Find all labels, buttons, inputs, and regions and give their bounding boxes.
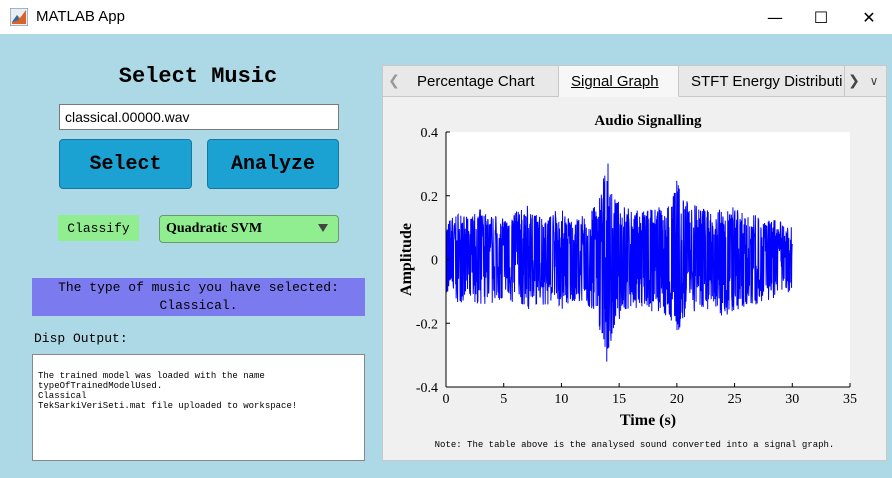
output-line: typeOfTrainedModelUsed. <box>38 381 163 391</box>
result-text-box: The type of music you have selected: Cla… <box>32 278 365 316</box>
title-bar: MATLAB App — ☐ ✕ <box>0 0 892 34</box>
chart-note: Note: The table above is the analysed so… <box>434 440 835 450</box>
disp-output-label: Disp Output: <box>34 331 128 346</box>
signal-chart: 0 5 10 15 20 25 30 35 -0.4 -0.2 0 0.2 0.4 Audio Signa… <box>398 113 857 429</box>
chevron-left-icon[interactable]: ❮ <box>388 73 400 89</box>
y-tick-label: -0.4 <box>416 381 438 396</box>
y-axis-label: Amplitude <box>398 223 415 296</box>
chevron-right-icon[interactable]: ❯ <box>848 73 860 89</box>
tab-percentage-chart[interactable]: Percentage Chart <box>405 66 559 96</box>
y-tick-label: 0 <box>431 254 438 269</box>
y-tick-label: -0.2 <box>416 317 438 332</box>
x-tick-label: 30 <box>785 392 799 407</box>
signal-line <box>445 163 793 362</box>
x-tick-label: 10 <box>554 392 568 407</box>
tab-group: ❮ Percentage Chart Signal Graph STFT Ene… <box>382 65 887 461</box>
app-client-area: Select Music Select Analyze Classify Qua… <box>0 34 892 478</box>
select-button[interactable]: Select <box>59 139 192 189</box>
x-axis-label: Time (s) <box>620 412 676 429</box>
minimize-button[interactable]: — <box>767 7 783 27</box>
file-name-input[interactable] <box>59 104 339 130</box>
x-tick-label: 0 <box>443 392 450 407</box>
chart-title: Audio Signalling <box>594 113 702 129</box>
chevron-down-icon <box>318 224 328 232</box>
output-line: Classical <box>38 391 87 401</box>
output-line: TekSarkiVeriSeti.mat file uploaded to wo… <box>38 401 298 411</box>
tab-signal-graph-label: Signal Graph <box>571 72 659 90</box>
x-tick-label: 35 <box>843 392 857 407</box>
result-line-2: Classical. <box>159 298 238 313</box>
classifier-dropdown-value: Quadratic SVM <box>166 221 263 236</box>
classify-label: Classify <box>58 215 139 241</box>
result-line-1: The type of music you have selected: <box>58 280 339 295</box>
x-tick-label: 15 <box>612 392 626 407</box>
x-tick-label: 5 <box>500 392 507 407</box>
classifier-dropdown[interactable]: Quadratic SVM <box>159 215 339 243</box>
tab-stft-energy[interactable]: STFT Energy Distributi <box>679 66 845 96</box>
x-tick-label: 20 <box>670 392 684 407</box>
x-tick-label: 25 <box>728 392 742 407</box>
disp-output-box[interactable]: The trained model was loaded with the na… <box>32 354 365 461</box>
matlab-logo-icon <box>10 8 28 26</box>
output-line: The trained model was loaded with the na… <box>38 371 265 381</box>
y-tick-label: 0.4 <box>421 126 439 141</box>
page-title: Select Music <box>118 64 278 89</box>
tab-signal-graph[interactable]: Signal Graph <box>559 66 679 97</box>
y-tick-label: 0.2 <box>421 190 439 205</box>
analyze-button[interactable]: Analyze <box>207 139 339 189</box>
window-title: MATLAB App <box>36 8 125 25</box>
chevron-down-icon[interactable]: ∨ <box>869 74 879 88</box>
close-button[interactable]: ✕ <box>862 7 876 27</box>
tab-strip: ❮ Percentage Chart Signal Graph STFT Ene… <box>383 66 886 97</box>
maximize-button[interactable]: ☐ <box>813 7 829 27</box>
